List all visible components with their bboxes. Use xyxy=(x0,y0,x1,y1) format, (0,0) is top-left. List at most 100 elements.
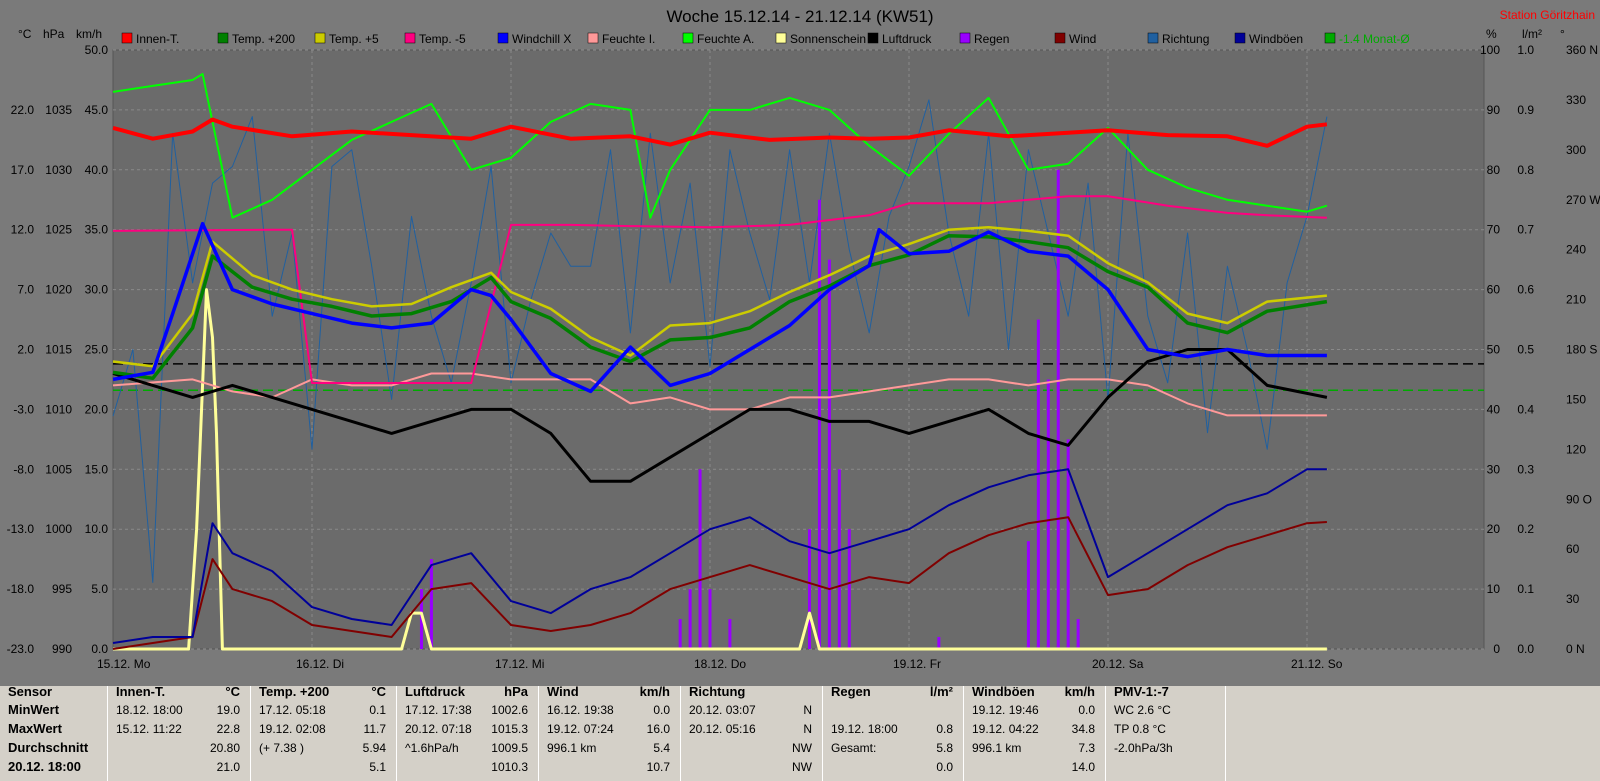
y-tick-temp: 7.0 xyxy=(17,283,34,297)
y-tick-percent: 70 xyxy=(1487,223,1501,237)
table-cell-value: 0.1 xyxy=(369,703,386,717)
y-tick-press: 1030 xyxy=(45,163,72,177)
legend-label: Feuchte A. xyxy=(697,32,754,46)
table-column: Sensor MinWert MaxWert Durchschnitt 20.12. 1… xyxy=(0,684,108,781)
rain-bar xyxy=(1076,619,1080,649)
unit-press: hPa xyxy=(43,27,65,41)
x-tick-day: 20.12. Sa xyxy=(1092,657,1144,671)
y-tick-rain: 0.1 xyxy=(1517,582,1534,596)
y-tick-speed: 5.0 xyxy=(91,582,108,596)
table-column: Regen l/m² 19.12. 18:00 0.8 Gesamt: 5.8 0.0 xyxy=(823,684,964,781)
table-cell: 19.12. 04:22 xyxy=(972,722,1039,736)
table-column: Wind km/h 16.12. 19:38 0.0 19.12. 07:24 16.0 9… xyxy=(539,685,681,781)
weather-chart: Woche 15.12.14 - 21.12.14 (KW51) Station… xyxy=(7,7,1600,671)
table-header: Sensor xyxy=(8,684,53,699)
table-header: Innen-T. xyxy=(116,684,166,699)
legend-label: Regen xyxy=(974,32,1009,46)
y-tick-percent: 90 xyxy=(1487,103,1501,117)
table-row-label: MinWert xyxy=(8,702,60,717)
y-tick-speed: 40.0 xyxy=(85,163,109,177)
table-cell: (+ 7.38 ) xyxy=(259,741,305,755)
table-cell-value: N xyxy=(803,722,812,736)
unit-temp: °C xyxy=(18,27,32,41)
table-cell-value: 1009.5 xyxy=(491,741,528,755)
table-cell: 17.12. 05:18 xyxy=(259,703,326,717)
y-tick-rain: 0.7 xyxy=(1517,223,1534,237)
y-tick-dir: 180 S xyxy=(1566,343,1597,357)
y-tick-temp: -23.0 xyxy=(7,642,35,656)
table-header-unit: °C xyxy=(371,684,386,699)
rain-bar xyxy=(817,199,821,649)
y-tick-speed: 15.0 xyxy=(85,462,109,476)
table-cell: 996.1 km xyxy=(547,741,597,755)
y-tick-speed: 50.0 xyxy=(85,43,109,57)
y-tick-press: 1015 xyxy=(45,343,72,357)
unit-rain: l/m² xyxy=(1522,27,1542,41)
station-label: Station Göritzhain xyxy=(1500,8,1595,22)
legend-swatch xyxy=(775,32,787,44)
table-cell-value: NW xyxy=(792,760,812,774)
table-cell: TP 0.8 °C xyxy=(1114,722,1166,736)
legend-label: Innen-T. xyxy=(136,32,179,46)
rain-bar xyxy=(837,469,841,649)
series-group xyxy=(112,73,1484,651)
table-cell-value: 34.8 xyxy=(1071,722,1095,736)
legend-label: Temp. -5 xyxy=(419,32,466,46)
legend-label: -1.4 Monat-Ø xyxy=(1339,32,1410,46)
table-cell-value: 22.8 xyxy=(216,722,240,736)
table-column: PMV-1:-7 WC 2.6 °C TP 0.8 °C -2.0hPa/3h xyxy=(1106,685,1226,781)
y-tick-dir: 90 O xyxy=(1566,492,1592,506)
unit-percent: % xyxy=(1486,27,1497,41)
table-column: Richtung 20.12. 03:07 N 20.12. 05:16 N NW NW xyxy=(681,685,823,781)
x-tick-day: 15.12. Mo xyxy=(97,657,151,671)
y-tick-press: 990 xyxy=(52,642,72,656)
table-column: Temp. +200 °C 17.12. 05:18 0.1 19.12. 02:08 1… xyxy=(251,684,397,781)
x-tick-day: 19.12. Fr xyxy=(893,657,941,671)
y-tick-press: 1000 xyxy=(45,522,72,536)
table-cell-value: 5.1 xyxy=(369,760,386,774)
y-tick-speed: 25.0 xyxy=(85,343,109,357)
y-tick-temp: 17.0 xyxy=(11,163,35,177)
rain-bar xyxy=(808,529,811,649)
legend-label: Luftdruck xyxy=(882,32,932,46)
table-cell: 19.12. 07:24 xyxy=(547,722,614,736)
legend-swatch xyxy=(587,32,599,44)
legend-label: Richtung xyxy=(1162,32,1209,46)
rain-bar xyxy=(1066,439,1070,649)
series-line-luftdruck xyxy=(112,348,1328,483)
y-tick-rain: 0.0 xyxy=(1517,642,1534,656)
y-tick-dir: 0 N xyxy=(1566,642,1585,656)
rain-bar xyxy=(688,589,692,649)
y-tick-temp: -3.0 xyxy=(13,402,34,416)
y-tick-press: 995 xyxy=(52,582,72,596)
series-line-temp-5 xyxy=(112,195,1327,384)
y-tick-percent: 10 xyxy=(1487,582,1501,596)
table-cell-value: 1015.3 xyxy=(491,722,528,736)
legend-label: Feuchte I. xyxy=(602,32,655,46)
table-row-label: MaxWert xyxy=(8,721,62,736)
table-cell-value: 19.0 xyxy=(216,703,240,717)
statistics-table: Sensor MinWert MaxWert Durchschnitt 20.12. 1… xyxy=(0,684,1600,781)
series-line-wind xyxy=(112,516,1327,650)
rain-bar xyxy=(429,559,433,649)
table-cell: 20.12. 07:18 xyxy=(405,722,472,736)
y-tick-rain: 0.9 xyxy=(1517,103,1534,117)
y-tick-rain: 0.3 xyxy=(1517,462,1534,476)
x-tick-day: 17.12. Mi xyxy=(495,657,544,671)
y-tick-rain: 0.5 xyxy=(1517,343,1534,357)
y-tick-dir: 270 W xyxy=(1566,193,1600,207)
y-tick-percent: 100 xyxy=(1480,43,1500,57)
y-tick-dir: 150 xyxy=(1566,392,1586,406)
rain-bar xyxy=(698,469,702,649)
table-cell-value: 5.4 xyxy=(653,741,670,755)
y-tick-rain: 0.6 xyxy=(1517,283,1534,297)
axis-labels: 22.0 17.0 12.0 7.0 2.0 -3.0 -8.0 -13.0 -18.0 -23.… xyxy=(7,43,1600,671)
legend-swatch xyxy=(867,32,879,44)
table-cell: 17.12. 17:38 xyxy=(405,703,472,717)
table-header: Temp. +200 xyxy=(259,684,330,699)
rain-bar xyxy=(1046,379,1050,649)
unit-dir: ° xyxy=(1560,27,1565,41)
legend-label: Temp. +200 xyxy=(232,32,295,46)
series-line-temp-200 xyxy=(112,233,1328,381)
table-header: Regen xyxy=(831,684,871,699)
